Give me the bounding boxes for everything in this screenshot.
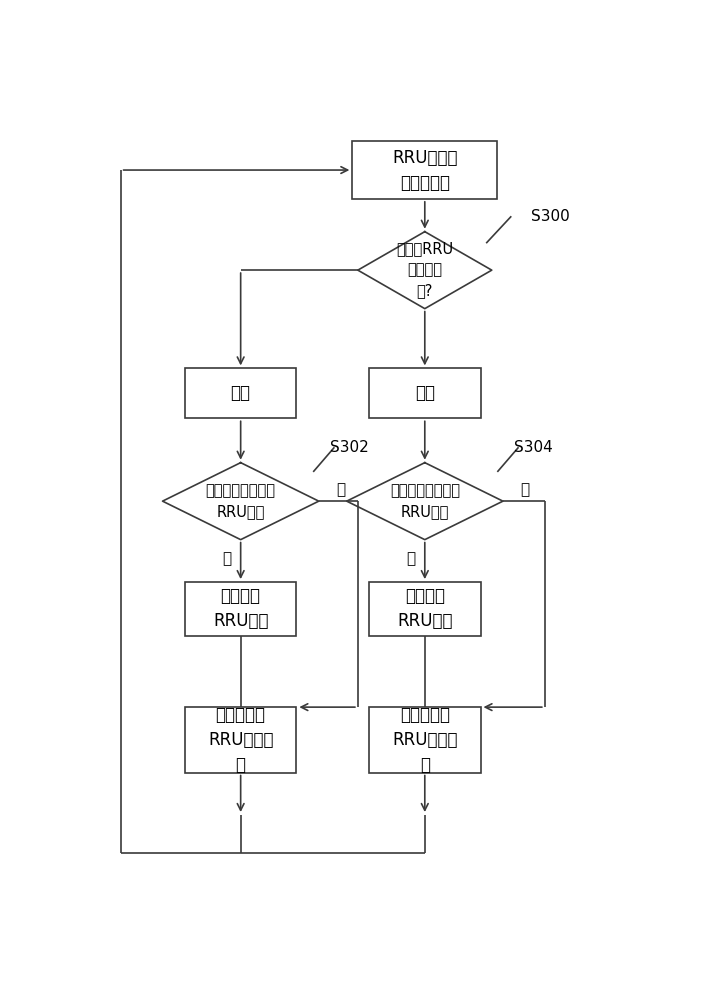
Text: S300: S300 bbox=[531, 209, 570, 224]
Text: 维持当前的
RRU双发不
变: 维持当前的 RRU双发不 变 bbox=[392, 706, 457, 774]
Text: 维持当前的
RRU单发不
变: 维持当前的 RRU单发不 变 bbox=[208, 706, 274, 774]
Text: 双发: 双发 bbox=[415, 384, 435, 402]
Text: S304: S304 bbox=[514, 440, 553, 455]
Text: 否: 否 bbox=[521, 482, 530, 497]
Text: 否: 否 bbox=[336, 482, 346, 497]
Bar bbox=[369, 368, 481, 418]
Bar bbox=[352, 141, 498, 199]
Text: 是: 是 bbox=[406, 551, 415, 566]
Bar bbox=[369, 582, 481, 636]
Polygon shape bbox=[163, 463, 319, 540]
Text: 转为相应
RRU发射: 转为相应 RRU发射 bbox=[397, 587, 453, 630]
Bar bbox=[185, 582, 297, 636]
Text: 当前的RRU
发射模式
是?: 当前的RRU 发射模式 是? bbox=[396, 242, 454, 299]
Text: RRU选择判
决周期到达: RRU选择判 决周期到达 bbox=[392, 149, 457, 192]
Bar bbox=[185, 368, 297, 418]
Text: 单发: 单发 bbox=[230, 384, 251, 402]
Bar bbox=[185, 707, 297, 773]
Bar bbox=[369, 707, 481, 773]
Polygon shape bbox=[358, 232, 492, 309]
Text: S302: S302 bbox=[330, 440, 369, 455]
Text: 是: 是 bbox=[222, 551, 231, 566]
Polygon shape bbox=[347, 463, 503, 540]
Text: 转为相应
RRU发射: 转为相应 RRU发射 bbox=[213, 587, 269, 630]
Text: 判断是否转为相应
RRU发射: 判断是否转为相应 RRU发射 bbox=[206, 483, 276, 519]
Text: 判断是否转为相应
RRU发射: 判断是否转为相应 RRU发射 bbox=[390, 483, 460, 519]
